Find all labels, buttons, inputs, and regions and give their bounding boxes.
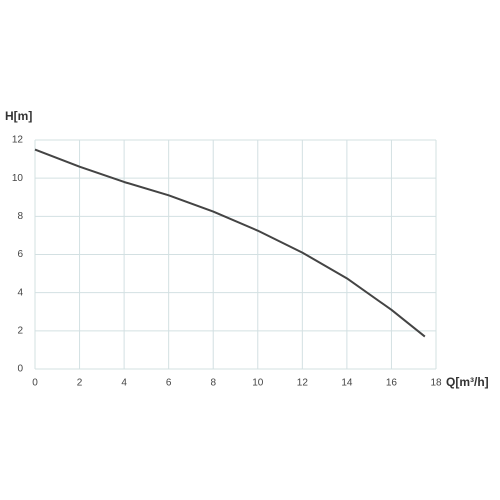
x-tick-label: 2: [77, 378, 83, 389]
x-tick-label: 10: [252, 378, 264, 389]
x-tick-label: 8: [210, 378, 216, 389]
y-tick-label: 2: [17, 325, 23, 336]
y-tick-label: 12: [12, 135, 24, 146]
y-tick-label: 0: [17, 364, 23, 375]
y-tick-label: 6: [17, 249, 23, 260]
x-tick-label: 12: [297, 378, 309, 389]
x-axis-title: Q[m³/h]: [446, 375, 489, 389]
x-tick-label: 14: [341, 378, 353, 389]
y-tick-label: 8: [17, 211, 23, 222]
y-tick-label: 10: [12, 173, 24, 184]
curve: [34, 148, 426, 338]
x-tick-label: 18: [430, 378, 442, 389]
x-tick-label: 4: [121, 378, 127, 389]
x-tick-label: 0: [32, 378, 38, 389]
x-tick-label: 16: [386, 378, 398, 389]
y-axis-title: H[m]: [5, 109, 32, 123]
x-tick-label: 6: [166, 378, 172, 389]
y-tick-label: 4: [17, 287, 23, 298]
